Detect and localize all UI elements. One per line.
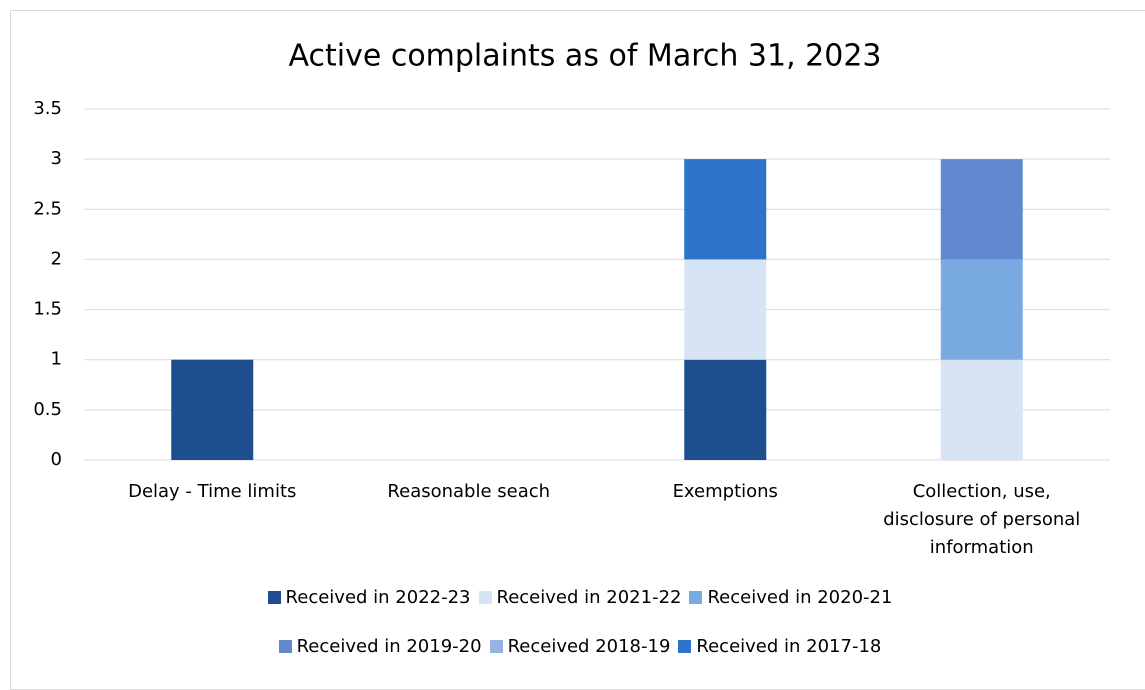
legend-swatch bbox=[689, 591, 703, 604]
legend-swatch bbox=[678, 640, 692, 653]
legend-label: Received in 2017-18 bbox=[696, 636, 882, 657]
legend-swatch bbox=[278, 640, 292, 653]
page: {"chart_data": {"type": "stacked_bar", "… bbox=[10, 10, 1145, 690]
legend-label: Received in 2022-23 bbox=[285, 587, 471, 608]
legend-swatch bbox=[478, 591, 492, 604]
legend-swatch bbox=[489, 640, 503, 653]
y-tick-label: 0 bbox=[51, 449, 62, 470]
legend-label: Received in 2019-20 bbox=[296, 636, 482, 657]
chart: Active complaints as of March 31, 2023 0… bbox=[33, 39, 1110, 470]
legend-item: Received in 2017-18 bbox=[678, 636, 881, 657]
legend-label: Received in 2020-21 bbox=[707, 587, 893, 608]
bar-segment bbox=[171, 359, 254, 460]
bar-segment bbox=[684, 259, 767, 360]
y-tick-label: 1.5 bbox=[33, 299, 62, 320]
bar-segment bbox=[684, 359, 767, 460]
legend-swatch bbox=[267, 591, 281, 604]
y-tick-label: 2 bbox=[51, 248, 62, 269]
y-tick-label: 0.5 bbox=[33, 399, 62, 420]
bar-segment bbox=[940, 359, 1023, 460]
bar-segment bbox=[940, 159, 1023, 260]
legend-item: Received in 2019-20 bbox=[278, 636, 482, 657]
legend-label: Received in 2021-22 bbox=[496, 587, 682, 608]
legend-label: Received 2018-19 bbox=[507, 636, 671, 657]
x-tick-label: Collection, use, disclosure of personal … bbox=[883, 481, 1081, 558]
x-tick-label: Delay - Time limits bbox=[128, 481, 297, 502]
y-tick-label: 3 bbox=[51, 148, 62, 169]
y-tick-label: 1 bbox=[51, 349, 62, 370]
x-tick-label: Reasonable seach bbox=[387, 481, 551, 502]
legend-item: Received 2018-19 bbox=[489, 636, 671, 657]
y-tick-label: 3.5 bbox=[33, 98, 62, 119]
legend-item: Received in 2022-23 bbox=[267, 587, 471, 608]
legend-item: Received in 2020-21 bbox=[689, 587, 892, 608]
legend-item: Received in 2021-22 bbox=[478, 587, 682, 608]
chart-title: Active complaints as of March 31, 2023 bbox=[288, 39, 881, 74]
legend: Received in 2022-23 Received in 2021-22 Re… bbox=[200, 587, 960, 657]
y-tick-label: 2.5 bbox=[33, 198, 62, 219]
bar-segment bbox=[940, 259, 1023, 360]
x-tick-label: Exemptions bbox=[672, 481, 778, 502]
bar-segment bbox=[684, 159, 767, 260]
